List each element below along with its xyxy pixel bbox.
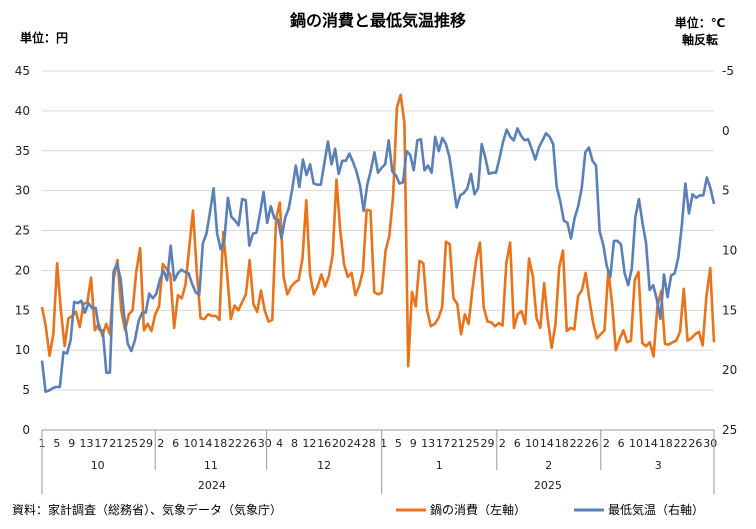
- left-tick-label: 20: [15, 263, 30, 277]
- x-day-label: 18: [213, 437, 227, 450]
- legend-label-temp: 最低気温（右軸）: [608, 502, 704, 517]
- x-day-label: 6: [172, 437, 179, 450]
- series-line-temperature: [40, 127, 716, 394]
- left-tick-label: 40: [15, 104, 30, 118]
- x-day-label: 14: [644, 437, 658, 450]
- x-day-label: 21: [109, 437, 123, 450]
- left-tick-label: 35: [15, 144, 30, 158]
- x-day-label: 12: [302, 437, 316, 450]
- left-axis-unit: 単位：円: [20, 30, 68, 45]
- x-day-label: 16: [317, 437, 331, 450]
- x-day-label: 18: [555, 437, 569, 450]
- right-tick-label: 5: [722, 184, 730, 198]
- x-day-label: 30: [703, 437, 717, 450]
- x-day-label: 13: [421, 437, 435, 450]
- right-tick-label: 20: [722, 363, 737, 377]
- x-month-label: 3: [655, 459, 662, 472]
- legend-label-nabe: 鍋の消費（左軸）: [430, 502, 526, 517]
- x-day-label: 4: [276, 437, 283, 450]
- left-tick-label: 10: [15, 343, 30, 357]
- gridlines: [42, 70, 714, 431]
- x-day-label: 28: [362, 437, 376, 450]
- right-tick-label: 15: [722, 303, 737, 317]
- x-day-label: 29: [139, 437, 153, 450]
- x-month-label: 10: [91, 459, 105, 472]
- x-day-label: 10: [525, 437, 539, 450]
- x-day-label: 17: [94, 437, 108, 450]
- x-day-label: 8: [291, 437, 298, 450]
- x-day-label: 9: [68, 437, 75, 450]
- x-day-label: 21: [451, 437, 465, 450]
- right-axis-unit: 単位：℃: [675, 15, 726, 30]
- x-day-label: 1: [380, 437, 387, 450]
- series-line-nabe: [40, 93, 716, 368]
- right-axis-inverted-note: 軸反転: [682, 32, 718, 47]
- x-day-label: 17: [436, 437, 450, 450]
- x-day-label: 13: [80, 437, 94, 450]
- left-tick-label: 0: [22, 423, 30, 437]
- x-day-label: 2: [157, 437, 164, 450]
- x-day-label: 2: [603, 437, 610, 450]
- left-axis-ticks: 0 5 10 15 20 25 30 35 40 45: [15, 64, 30, 437]
- x-day-label: 26: [584, 437, 598, 450]
- right-axis-ticks: -5 0 5 10 15 20 25: [722, 64, 737, 437]
- x-day-label: 5: [53, 437, 60, 450]
- chart-title: 鍋の消費と最低気温推移: [290, 11, 466, 30]
- x-day-label: 22: [228, 437, 242, 450]
- source-note: 資料：家計調査（総務省）、気象データ（気象庁）: [12, 502, 282, 517]
- x-day-label: 22: [570, 437, 584, 450]
- right-tick-label: 0: [722, 124, 730, 138]
- x-day-label: 20: [332, 437, 346, 450]
- x-day-label: 22: [674, 437, 688, 450]
- x-day-label: 26: [688, 437, 702, 450]
- x-day-label: 25: [124, 437, 138, 450]
- x-day-label: 6: [514, 437, 521, 450]
- left-tick-label: 30: [15, 184, 30, 198]
- x-month-label: 2: [545, 459, 552, 472]
- left-tick-label: 15: [15, 303, 30, 317]
- x-day-label: 2: [499, 437, 506, 450]
- x-day-label: 29: [481, 437, 495, 450]
- x-month-label: 1: [436, 459, 443, 472]
- x-day-label: 10: [629, 437, 643, 450]
- x-day-label: 14: [198, 437, 212, 450]
- x-year-label: 2024: [198, 479, 226, 492]
- x-day-label: 26: [243, 437, 257, 450]
- left-tick-label: 5: [22, 383, 30, 397]
- x-day-label: 6: [618, 437, 625, 450]
- x-day-label: 10: [184, 437, 198, 450]
- legend: 鍋の消費（左軸） 最低気温（右軸）: [396, 502, 704, 517]
- right-tick-label: 10: [722, 244, 737, 258]
- x-axis: 1591317212529102610141822263011481216202…: [39, 429, 717, 494]
- x-day-label: 9: [410, 437, 417, 450]
- x-day-label: 24: [347, 437, 361, 450]
- right-tick-label: -5: [722, 64, 734, 78]
- x-month-label: 11: [204, 459, 218, 472]
- x-month-label: 12: [317, 459, 331, 472]
- x-day-label: 5: [395, 437, 402, 450]
- x-day-label: 30: [258, 437, 272, 450]
- x-day-label: 18: [659, 437, 673, 450]
- x-day-label: 25: [466, 437, 480, 450]
- left-tick-label: 25: [15, 224, 30, 238]
- x-year-label: 2025: [534, 479, 562, 492]
- plot-area: [40, 93, 716, 394]
- x-day-label: 14: [540, 437, 554, 450]
- right-tick-label: 25: [722, 423, 737, 437]
- left-tick-label: 45: [15, 64, 30, 78]
